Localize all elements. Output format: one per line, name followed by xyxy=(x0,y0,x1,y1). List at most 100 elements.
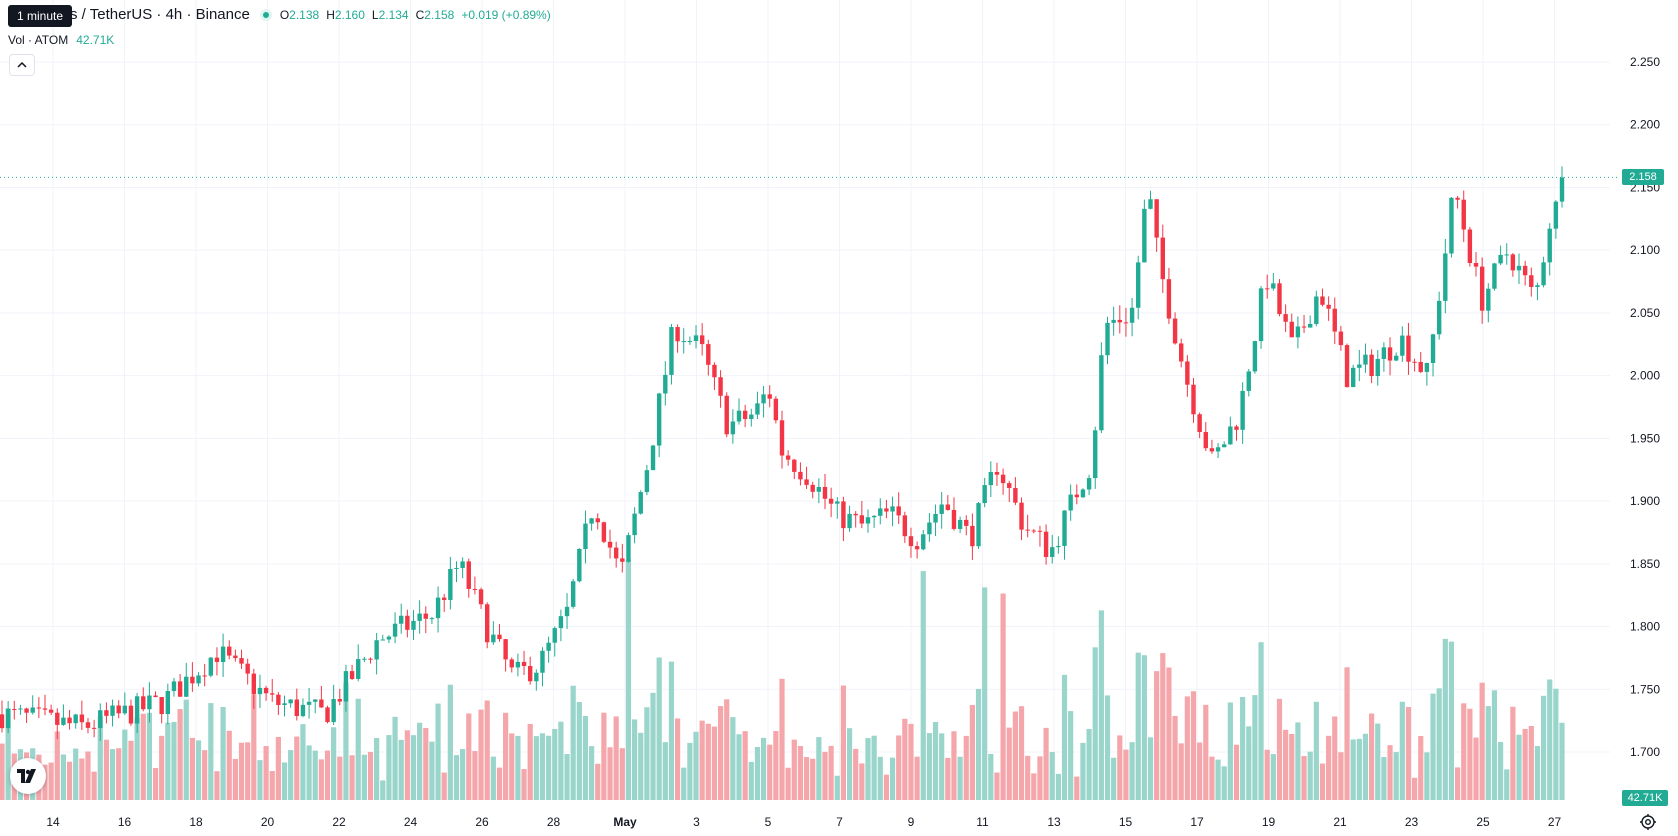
candle-body xyxy=(1430,334,1436,363)
candle xyxy=(1179,338,1184,368)
candle xyxy=(626,532,631,563)
candle xyxy=(1136,255,1141,320)
candle xyxy=(61,704,66,726)
candle-body xyxy=(12,708,17,710)
candle-body xyxy=(1375,358,1380,377)
candle-body xyxy=(736,410,742,422)
candle xyxy=(1062,510,1067,560)
settings-gear xyxy=(1640,814,1656,830)
candle-body xyxy=(134,696,140,724)
volume-bar xyxy=(767,744,773,800)
volume-bar xyxy=(527,723,533,800)
volume-bar xyxy=(453,755,460,800)
candle xyxy=(835,497,840,519)
volume-bar xyxy=(828,745,834,800)
candle xyxy=(1093,426,1098,489)
volume-bar xyxy=(797,746,804,800)
volume-bar xyxy=(1117,735,1123,800)
market-status-icon[interactable] xyxy=(259,8,272,21)
volume-bar xyxy=(613,716,619,800)
time-tick-label: 28 xyxy=(547,815,561,829)
volume-bar xyxy=(85,751,91,800)
volume-bar xyxy=(564,753,570,800)
candle xyxy=(79,700,85,730)
candle xyxy=(761,386,766,418)
candle xyxy=(601,521,607,544)
volume-bar xyxy=(724,699,730,800)
volume-bar xyxy=(503,712,509,800)
candle xyxy=(24,707,29,724)
candle xyxy=(491,621,496,645)
candle-body xyxy=(294,699,300,717)
candle-body xyxy=(392,623,398,637)
candle-body xyxy=(656,393,662,446)
candle xyxy=(466,558,471,598)
candle xyxy=(374,632,379,675)
candle-body xyxy=(214,657,220,663)
volume-label[interactable]: Vol · ATOM xyxy=(8,33,69,47)
volume-bar xyxy=(1172,715,1178,800)
volume-bar xyxy=(1037,756,1043,800)
gear-icon[interactable] xyxy=(1639,813,1657,831)
collapse-legend-button[interactable] xyxy=(9,54,35,76)
volume-bar xyxy=(656,657,662,800)
candle-body xyxy=(1529,275,1534,287)
candle-body xyxy=(270,693,275,695)
candle-body xyxy=(1479,266,1485,311)
candle-body xyxy=(1209,448,1215,452)
price-tick-label: 2.200 xyxy=(1630,118,1660,132)
candle xyxy=(1043,524,1049,565)
volume-bars xyxy=(0,560,1565,800)
candle xyxy=(1031,528,1037,534)
candle xyxy=(712,362,717,390)
candle xyxy=(779,410,785,469)
candle xyxy=(1271,272,1276,291)
candle-body xyxy=(196,675,201,684)
candle xyxy=(1234,424,1239,441)
candle-body xyxy=(1264,288,1270,290)
volume-bar xyxy=(1086,728,1092,800)
volume-bar xyxy=(1240,696,1246,800)
candle-body xyxy=(184,676,189,697)
candle xyxy=(884,499,889,519)
candle xyxy=(1129,297,1135,337)
volume-bar xyxy=(146,712,153,800)
candle-body xyxy=(1326,304,1331,309)
candle xyxy=(607,529,613,559)
candle-body xyxy=(1062,510,1067,546)
volume-bar xyxy=(619,748,625,800)
candle xyxy=(454,561,459,583)
volume-bar xyxy=(1436,688,1442,800)
candle xyxy=(1099,342,1104,434)
candle xyxy=(773,396,779,424)
candle-body xyxy=(884,508,889,512)
candle xyxy=(1074,484,1080,505)
time-tick-label: 15 xyxy=(1119,815,1133,829)
candle xyxy=(1443,238,1448,314)
candle xyxy=(343,664,349,712)
volume-bar xyxy=(589,746,595,800)
time-tick-label: 7 xyxy=(836,815,843,829)
volume-bar xyxy=(116,748,122,800)
candle-body xyxy=(128,705,134,724)
candle-body xyxy=(1136,262,1141,308)
candle xyxy=(1203,422,1208,451)
candle xyxy=(1553,200,1559,239)
candle-body xyxy=(227,646,232,656)
candle xyxy=(570,578,576,609)
candle xyxy=(1369,349,1374,384)
volume-bar xyxy=(760,737,767,800)
candle xyxy=(270,679,275,702)
candle-body xyxy=(1246,371,1251,391)
volume-bar xyxy=(1553,688,1559,800)
volume-bar xyxy=(410,735,417,800)
volume-bar xyxy=(1307,751,1313,800)
tradingview-logo-icon[interactable] xyxy=(10,758,46,794)
candle-body xyxy=(1197,414,1202,433)
symbol-title[interactable]: s / TetherUS · 4h · Binance xyxy=(70,6,250,23)
candle-body xyxy=(79,714,85,723)
volume-bar xyxy=(1068,711,1074,800)
candle xyxy=(134,692,140,734)
candle-body xyxy=(417,613,422,621)
